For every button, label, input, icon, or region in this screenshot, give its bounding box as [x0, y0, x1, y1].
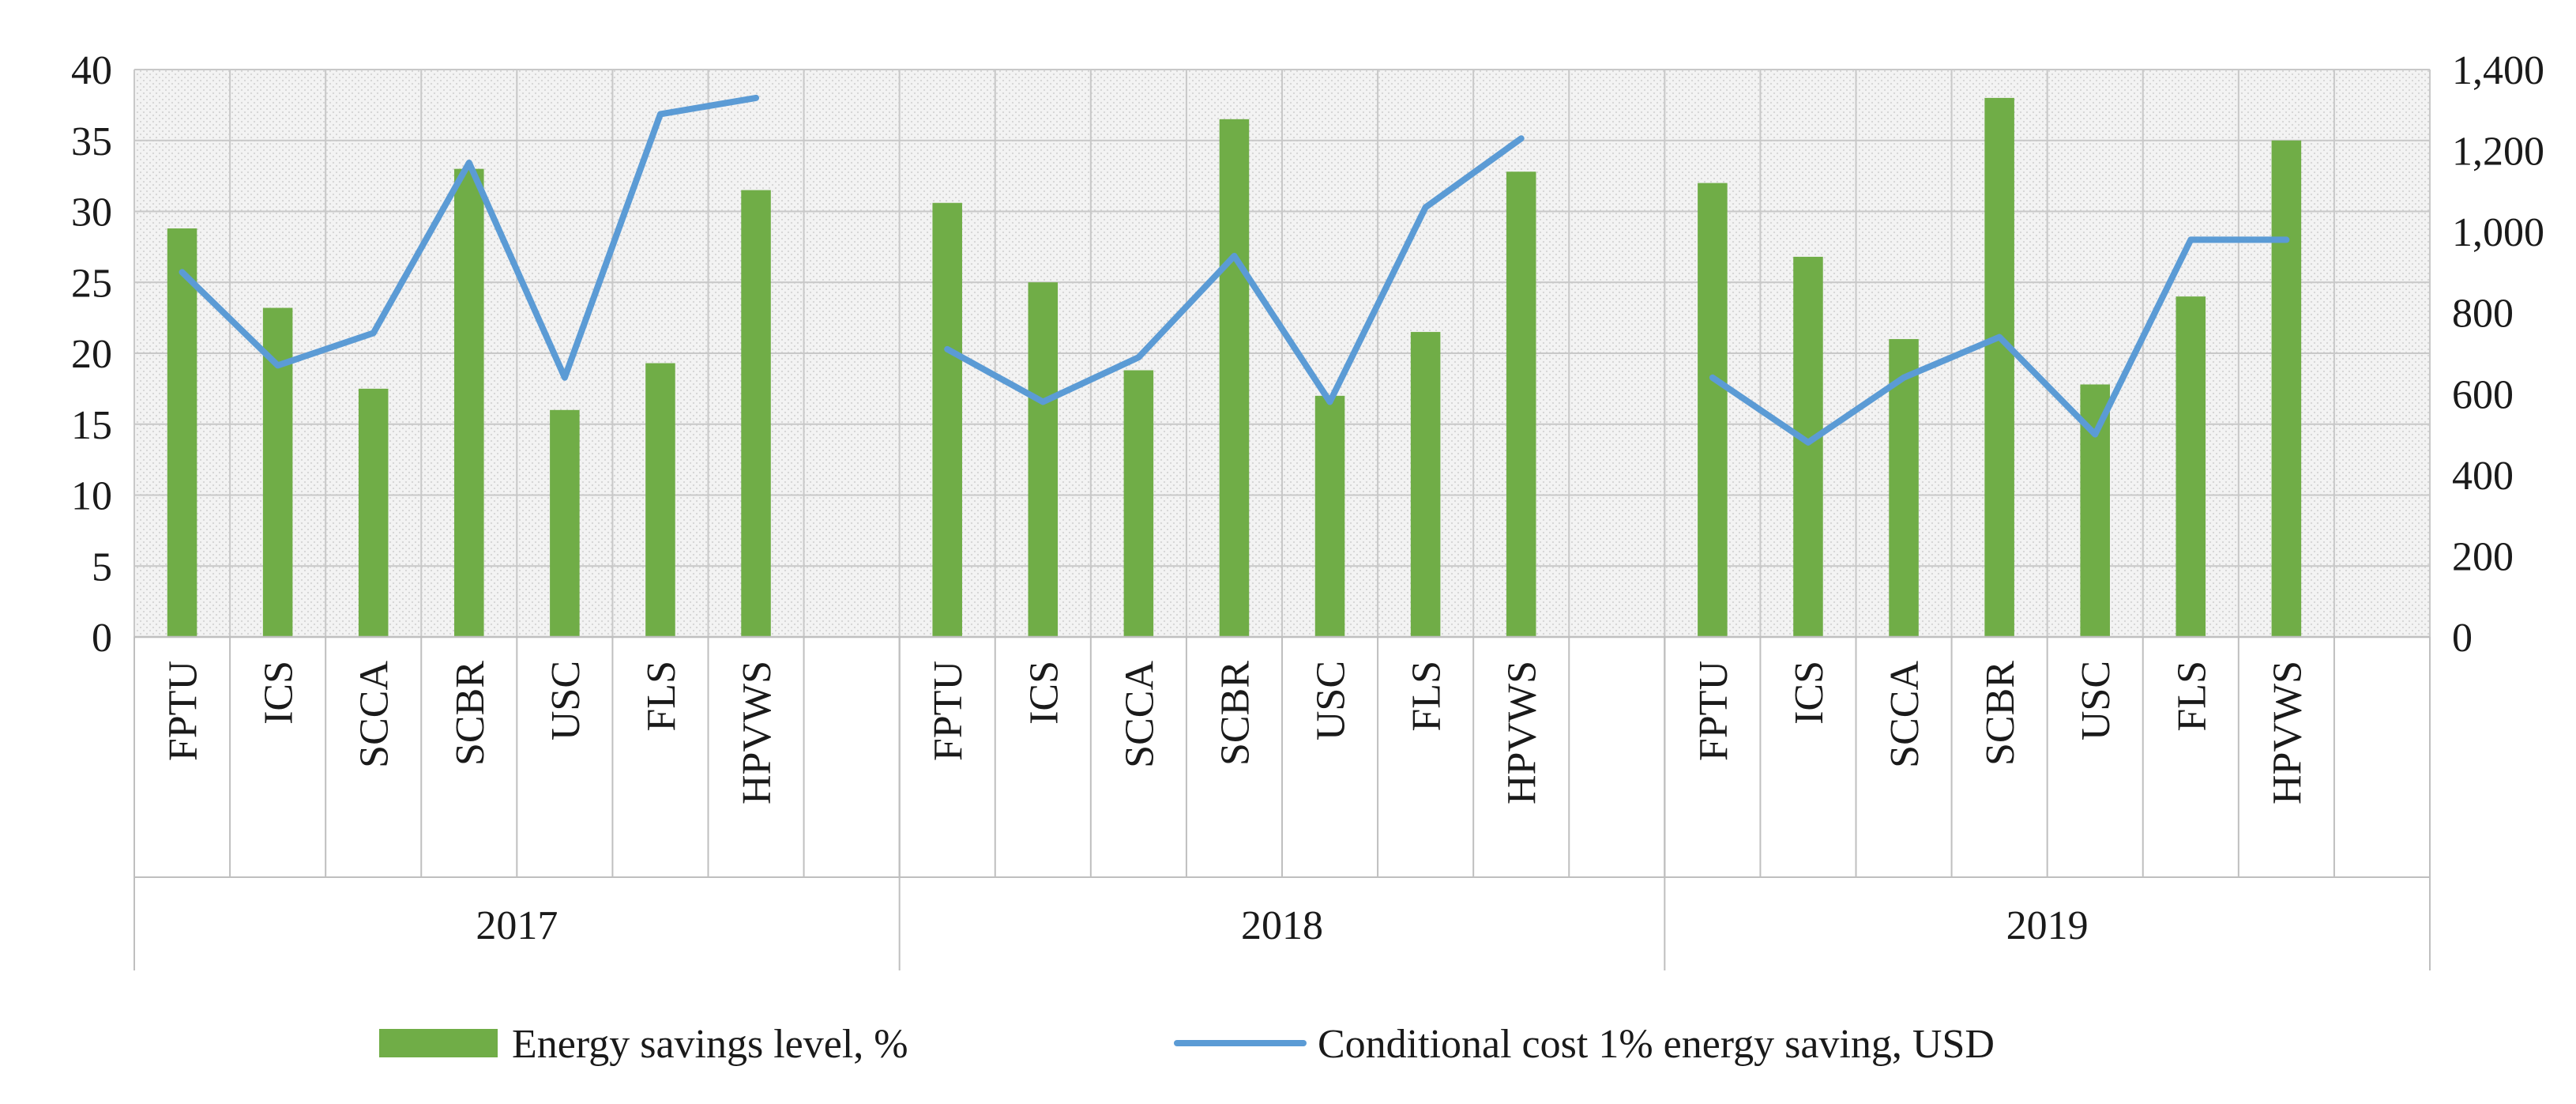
category-label: ICS: [1787, 661, 1832, 725]
category-label: FLS: [1405, 661, 1450, 732]
y-tick-label: 5: [92, 544, 112, 590]
bar-2018-FPTU: [932, 202, 962, 638]
y-tick-label: 10: [71, 474, 112, 519]
category-label: ICS: [1021, 661, 1066, 725]
category-label: FLS: [2169, 661, 2214, 732]
category-label: USC: [2074, 661, 2119, 740]
y2-tick-label: 0: [2452, 616, 2473, 661]
y-tick-label: 15: [71, 403, 112, 448]
axes: 051015202530354002004006008001,0001,2001…: [71, 48, 2544, 970]
bar-2019-FPTU: [1698, 183, 1728, 638]
bar-2018-SCCA: [1123, 370, 1154, 637]
bar-2018-SCBR: [1219, 119, 1250, 637]
category-label: SCBR: [448, 661, 493, 766]
bar-2017-FPTU: [167, 228, 197, 637]
y-tick-label: 20: [71, 332, 112, 377]
bar-2019-ICS: [1793, 256, 1823, 637]
y2-tick-label: 600: [2452, 372, 2514, 417]
y2-tick-label: 1,200: [2452, 130, 2544, 175]
y-tick-label: 0: [92, 616, 112, 661]
bar-2018-ICS: [1028, 282, 1059, 637]
category-label: SCBR: [1978, 661, 2023, 766]
bar-2017-USC: [550, 409, 580, 637]
bar-2018-USC: [1314, 395, 1345, 637]
group-label-2019: 2019: [2006, 903, 2089, 948]
gridlines: [134, 69, 2431, 638]
category-label: FLS: [639, 661, 684, 732]
category-label: FPTU: [926, 661, 971, 761]
legend-swatch-bar: [379, 1029, 498, 1057]
bar-2017-FLS: [645, 363, 675, 637]
bar-2017-HPVWS: [741, 190, 771, 637]
bar-2018-HPVWS: [1506, 171, 1536, 638]
y2-tick-label: 200: [2452, 534, 2514, 579]
category-label: FPTU: [1691, 661, 1736, 761]
category-label: FPTU: [161, 661, 206, 761]
bar-2019-SCBR: [1984, 97, 2014, 637]
category-label: HPVWS: [1500, 661, 1545, 804]
y2-tick-label: 1,400: [2452, 48, 2544, 93]
y-tick-label: 25: [71, 261, 112, 306]
legend-label-line: Conditional cost 1% energy saving, USD: [1318, 1022, 1995, 1067]
bar-2017-SCCA: [358, 388, 389, 637]
bar-2019-SCCA: [1889, 339, 1919, 637]
category-label: SCCA: [352, 661, 397, 768]
bar-2018-FLS: [1410, 332, 1441, 637]
y2-tick-label: 400: [2452, 454, 2514, 499]
y-tick-label: 35: [71, 119, 112, 164]
y-tick-label: 40: [71, 48, 112, 93]
line-series: [179, 94, 2290, 446]
group-label-2018: 2018: [1241, 903, 1323, 948]
category-label: HPVWS: [735, 661, 780, 804]
category-label: HPVWS: [2265, 661, 2310, 804]
bar-2019-FLS: [2175, 296, 2206, 637]
y2-tick-label: 800: [2452, 292, 2514, 337]
bar-2017-SCBR: [454, 168, 484, 637]
category-label: USC: [543, 661, 589, 740]
legend: Energy savings level, % Conditional cost …: [379, 1022, 1995, 1067]
bar-2019-HPVWS: [2271, 140, 2302, 637]
group-label-2017: 2017: [476, 903, 558, 948]
bar-series: [167, 97, 2302, 638]
y2-tick-label: 1,000: [2452, 210, 2544, 255]
y-tick-label: 30: [71, 190, 112, 235]
legend-label-bar: Energy savings level, %: [512, 1022, 908, 1067]
category-label: USC: [1309, 661, 1354, 740]
category-label: SCCA: [1117, 661, 1162, 768]
category-label: SCCA: [1882, 661, 1927, 768]
category-label: ICS: [257, 661, 302, 725]
category-label: SCBR: [1213, 661, 1258, 766]
